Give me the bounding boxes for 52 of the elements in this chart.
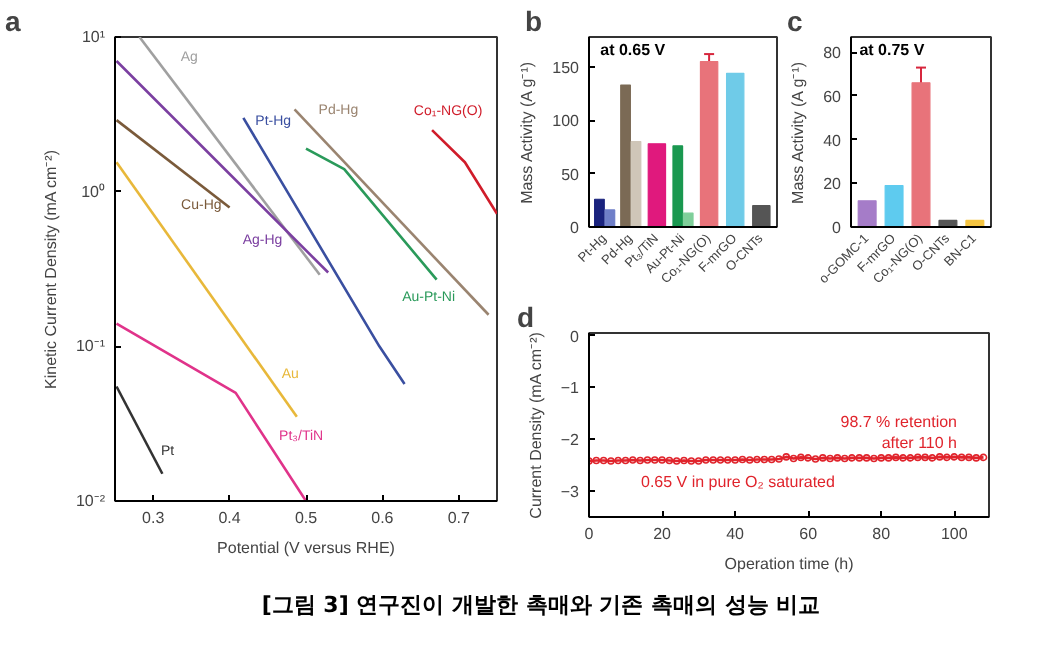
annotation: 0.65 V in pure O₂ saturated: [641, 473, 835, 492]
y-axis-title: Mass Activity (A g⁻¹): [789, 61, 808, 204]
y-tick-label: 40: [823, 131, 843, 150]
bar: [752, 205, 771, 227]
y-tick-label: −1: [560, 379, 581, 398]
chart-title: d: [517, 301, 535, 333]
bar: [725, 72, 745, 227]
y-tick-label: 0: [832, 219, 843, 237]
x-tick-label: 40: [726, 525, 746, 543]
y-tick-label: 50: [561, 165, 581, 184]
x-tick-label: 0.4: [218, 509, 242, 527]
annotation: 98.7 % retention after 110 h: [840, 412, 958, 453]
x-tick-label: 100: [940, 525, 969, 543]
y-tick-label: 10⁻²: [75, 492, 106, 510]
bar: [911, 82, 931, 227]
y-tick-label: 60: [823, 87, 843, 106]
y-tick-label: 10¹: [81, 28, 106, 46]
bar: [857, 200, 877, 227]
x-tick-label: 80: [872, 525, 892, 543]
annotation: at 0.65 V: [600, 41, 667, 60]
y-tick-label: −3: [560, 483, 581, 502]
bar: [699, 60, 719, 227]
y-axis-title: Current Density (mA cm⁻²): [526, 331, 545, 519]
x-tick-label: 20: [653, 525, 673, 543]
y-tick-label: 150: [552, 58, 581, 77]
bar: [604, 209, 616, 227]
annotation: at 0.75 V: [859, 41, 926, 60]
x-tick-label: 0: [584, 525, 595, 543]
y-tick-label: 80: [823, 44, 843, 63]
y-axis-title: Kinetic Current Density (mA cm⁻²): [41, 149, 60, 389]
y-axis-title: Mass Activity (A g⁻¹): [518, 61, 537, 204]
text: [그림 3] 연구진이 개발한 촉매와 기존 촉매의 성능 비교: [261, 590, 821, 622]
y-tick-label: 10⁰: [81, 182, 106, 201]
x-axis-title: Operation time (h): [724, 555, 855, 573]
x-tick-label: 0.5: [294, 509, 319, 527]
y-tick-label: 10⁻¹: [75, 337, 106, 356]
y-tick-label: 0: [570, 327, 581, 346]
y-tick-label: 100: [552, 112, 581, 131]
chart-title: c: [787, 5, 803, 37]
bar: [630, 141, 642, 227]
x-tick-label: 0.6: [371, 509, 395, 527]
bar: [682, 212, 694, 227]
x-axis-title: Potential (V versus RHE): [217, 539, 396, 557]
x-tick-label: 0.3: [142, 509, 166, 527]
y-tick-label: 20: [823, 175, 843, 194]
x-tick-label: 0.7: [447, 509, 472, 527]
y-tick-label: 0: [570, 219, 581, 237]
x-tick-label: 60: [799, 525, 819, 543]
y-tick-label: −2: [560, 431, 581, 450]
chart-title: a: [5, 5, 21, 37]
bar: [884, 184, 904, 227]
chart-title: b: [525, 5, 543, 37]
